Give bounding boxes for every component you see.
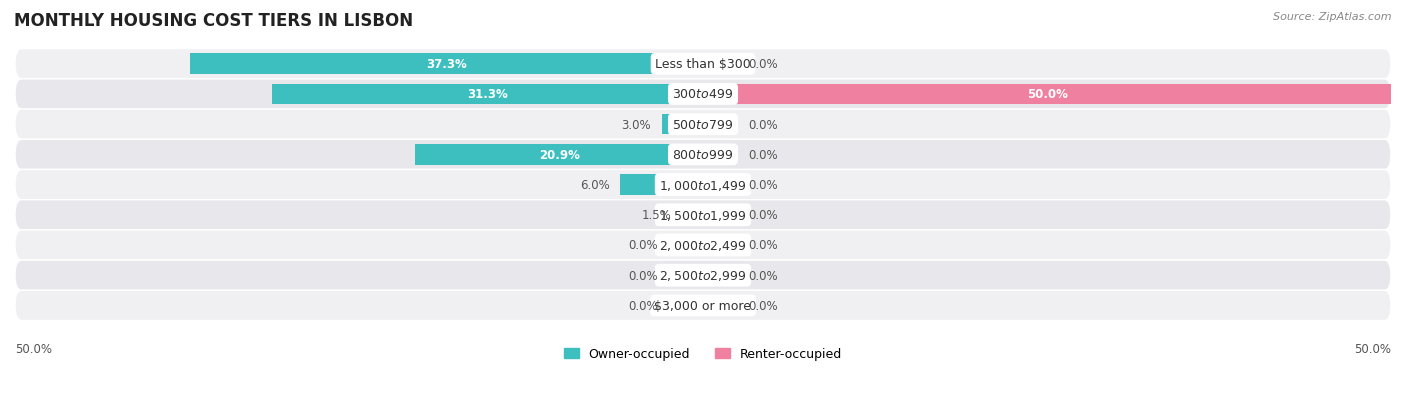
Bar <box>703 175 737 195</box>
Text: 0.0%: 0.0% <box>628 269 658 282</box>
Bar <box>703 295 737 316</box>
Bar <box>415 145 703 165</box>
Bar <box>703 85 1391 105</box>
FancyBboxPatch shape <box>15 170 1391 200</box>
Text: $3,000 or more: $3,000 or more <box>655 299 751 312</box>
Text: 6.0%: 6.0% <box>579 179 609 192</box>
Bar <box>703 265 737 286</box>
Text: $2,500 to $2,999: $2,500 to $2,999 <box>659 268 747 282</box>
Text: 0.0%: 0.0% <box>748 299 778 312</box>
Text: 50.0%: 50.0% <box>1026 88 1067 101</box>
Text: $800 to $999: $800 to $999 <box>672 149 734 161</box>
Text: 0.0%: 0.0% <box>628 299 658 312</box>
Text: 0.0%: 0.0% <box>748 149 778 161</box>
Bar <box>662 114 703 135</box>
Text: $1,500 to $1,999: $1,500 to $1,999 <box>659 208 747 222</box>
Bar <box>703 145 737 165</box>
Bar <box>703 235 737 256</box>
Text: 0.0%: 0.0% <box>628 239 658 252</box>
FancyBboxPatch shape <box>15 140 1391 170</box>
Text: 1.5%: 1.5% <box>641 209 671 222</box>
Text: 3.0%: 3.0% <box>621 119 651 131</box>
Text: 0.0%: 0.0% <box>748 119 778 131</box>
Text: 50.0%: 50.0% <box>1354 342 1391 355</box>
FancyBboxPatch shape <box>15 200 1391 230</box>
Text: Less than $300: Less than $300 <box>655 58 751 71</box>
Bar <box>682 205 703 225</box>
FancyBboxPatch shape <box>15 261 1391 291</box>
Text: Source: ZipAtlas.com: Source: ZipAtlas.com <box>1274 12 1392 22</box>
Text: 0.0%: 0.0% <box>748 239 778 252</box>
Legend: Owner-occupied, Renter-occupied: Owner-occupied, Renter-occupied <box>558 342 848 366</box>
Text: $1,000 to $1,499: $1,000 to $1,499 <box>659 178 747 192</box>
Bar <box>703 114 737 135</box>
FancyBboxPatch shape <box>15 291 1391 321</box>
Bar <box>669 235 703 256</box>
Text: 0.0%: 0.0% <box>748 58 778 71</box>
Text: $2,000 to $2,499: $2,000 to $2,499 <box>659 238 747 252</box>
FancyBboxPatch shape <box>15 80 1391 110</box>
Text: 0.0%: 0.0% <box>748 179 778 192</box>
Text: $300 to $499: $300 to $499 <box>672 88 734 101</box>
Bar <box>620 175 703 195</box>
Bar <box>669 265 703 286</box>
Text: 50.0%: 50.0% <box>15 342 52 355</box>
Text: 31.3%: 31.3% <box>467 88 508 101</box>
Text: MONTHLY HOUSING COST TIERS IN LISBON: MONTHLY HOUSING COST TIERS IN LISBON <box>14 12 413 30</box>
Bar <box>273 85 703 105</box>
Text: 0.0%: 0.0% <box>748 269 778 282</box>
Bar <box>669 295 703 316</box>
Text: 20.9%: 20.9% <box>538 149 579 161</box>
Bar <box>190 55 703 75</box>
Text: 0.0%: 0.0% <box>748 209 778 222</box>
Bar <box>703 55 737 75</box>
Text: 37.3%: 37.3% <box>426 58 467 71</box>
FancyBboxPatch shape <box>15 110 1391 140</box>
FancyBboxPatch shape <box>15 230 1391 261</box>
FancyBboxPatch shape <box>15 50 1391 80</box>
Bar <box>703 205 737 225</box>
Text: $500 to $799: $500 to $799 <box>672 119 734 131</box>
